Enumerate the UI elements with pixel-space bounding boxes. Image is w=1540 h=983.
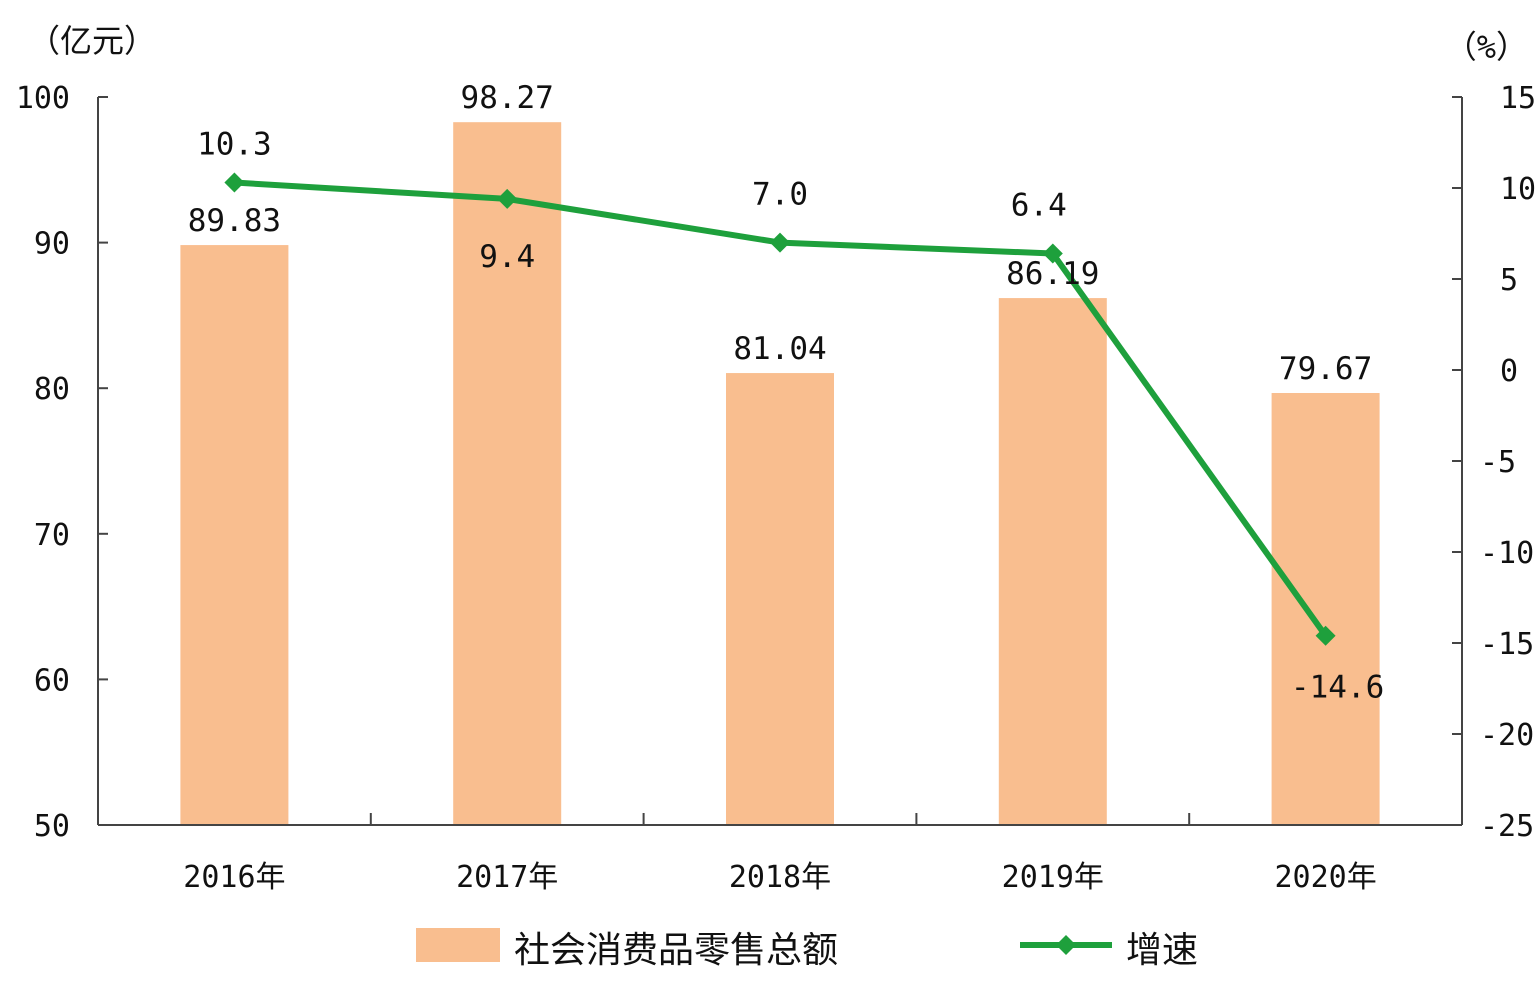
y-right-tick-label: -25 (1480, 809, 1534, 844)
growth-value-label: 6.4 (1011, 188, 1067, 224)
x-tick-label: 2019年 (1002, 860, 1104, 895)
growth-marker-5 (1315, 625, 1336, 646)
growth-marker-3 (770, 232, 790, 253)
y-right-tick-label: -5 (1480, 445, 1516, 480)
y-right-tick-label: -20 (1480, 718, 1534, 753)
legend: 社会消费品零售总额 增速 (416, 928, 1198, 971)
y-right-unit: （%） (1445, 28, 1528, 66)
x-tick-label: 2018年 (729, 860, 831, 895)
x-tick-label: 2016年 (183, 860, 285, 895)
growth-value-label: 10.3 (197, 127, 272, 163)
bar-2 (453, 122, 562, 826)
bar-series (180, 122, 1380, 826)
bar-1 (180, 245, 289, 825)
y-left-tick-label: 60 (34, 663, 70, 698)
legend-label-retail: 社会消费品零售总额 (514, 930, 838, 971)
growth-value-label: -14.6 (1291, 670, 1384, 706)
legend-label-growth: 增速 (1126, 930, 1198, 971)
y-left-unit: （亿元） (28, 22, 156, 60)
y-right-tick-label: 10 (1500, 172, 1536, 207)
y-left-tick-label: 80 (34, 372, 70, 407)
y-left-tick-label: 90 (34, 227, 70, 262)
y-left-tick-label: 100 (16, 81, 70, 116)
y-right-tick-label: 5 (1500, 263, 1518, 298)
y-right-tick-label: 15 (1500, 81, 1536, 116)
x-tick-label: 2017年 (456, 860, 558, 895)
y-right-tick-label: 0 (1500, 354, 1518, 389)
data-labels: 89.83 98.27 81.04 86.19 79.67 10.3 9.4 7.0 6.4 -1… (188, 80, 1385, 706)
growth-value-label: 9.4 (479, 239, 535, 275)
legend-marker-growth (1056, 935, 1076, 955)
bar-value-label: 98.27 (461, 80, 554, 116)
y-right-tick-label: -15 (1480, 627, 1534, 662)
bar-5 (1271, 393, 1380, 825)
bar-4 (998, 298, 1107, 825)
line-series (224, 172, 1336, 646)
bar-value-label: 86.19 (1006, 256, 1099, 292)
x-tick-label: 2020年 (1274, 860, 1376, 895)
growth-value-label: 7.0 (752, 177, 808, 213)
y-left-tick-label: 70 (34, 518, 70, 553)
bar-value-label: 89.83 (188, 203, 281, 239)
bar-value-label: 81.04 (733, 331, 826, 367)
legend-swatch-retail (416, 928, 500, 962)
axes: 50 60 70 80 90 100 -25 -20 -15 -10 -5 0 5 10 15 2016年 20… (16, 22, 1536, 895)
bar-value-label: 79.67 (1279, 351, 1372, 387)
y-left-tick-label: 50 (34, 809, 70, 844)
growth-marker-1 (224, 172, 245, 193)
y-right-tick-label: -10 (1480, 536, 1534, 571)
growth-marker-4 (1042, 243, 1063, 264)
growth-marker-2 (497, 188, 518, 209)
bar-3 (726, 373, 834, 825)
